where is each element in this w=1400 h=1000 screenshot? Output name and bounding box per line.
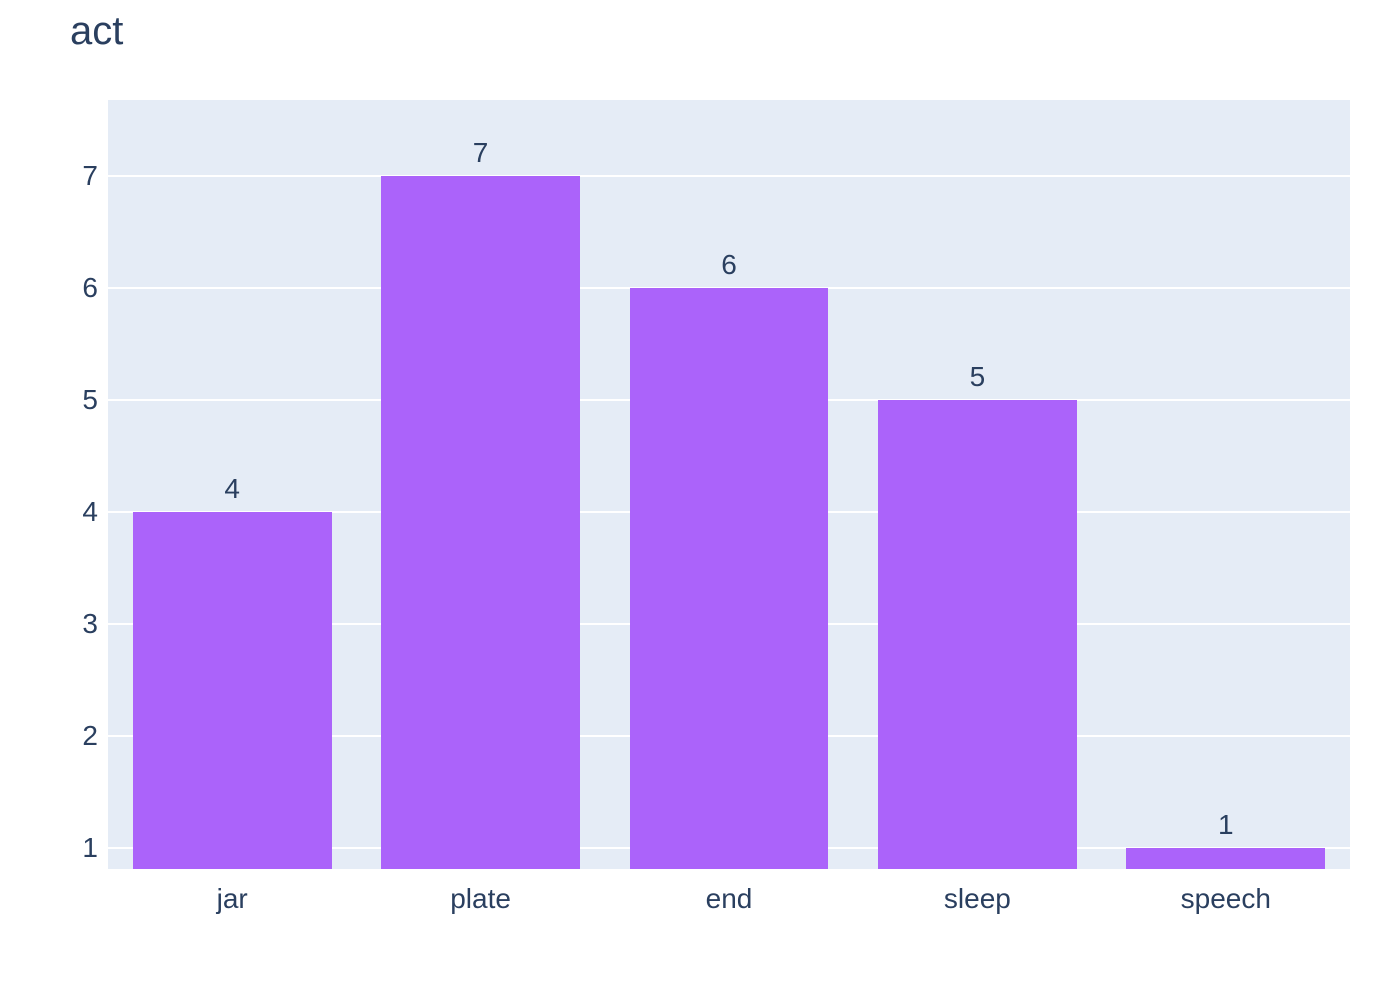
bar-value-label: 7 [472, 137, 489, 169]
bar-value-label: 1 [1218, 808, 1234, 840]
x-tick-label-jar: jar [216, 883, 248, 914]
y-tick-label: 7 [82, 160, 98, 192]
bar-jar [132, 511, 332, 869]
y-tick-label: 1 [82, 831, 98, 863]
y-tick-label: 2 [82, 719, 98, 751]
x-tick-label-sleep: sleep [943, 883, 1011, 914]
x-axis: jar plate end sleep speech [108, 882, 1350, 922]
bar-value-label: 6 [721, 249, 737, 281]
y-tick-label: 6 [82, 272, 98, 304]
x-tick-label-speech: speech [1180, 883, 1271, 914]
bar-end [629, 288, 829, 869]
bar-value-label: 4 [224, 472, 240, 504]
x-tick-label-plate: plate [450, 883, 511, 914]
bar-sleep [878, 400, 1077, 869]
y-tick-label: 4 [82, 495, 98, 527]
y-tick-label: 5 [82, 383, 98, 415]
gridline [108, 175, 1350, 178]
y-axis: 1 2 3 4 5 6 7 [0, 100, 98, 869]
gridline [108, 287, 1350, 290]
plot-area: 4 7 6 5 1 [108, 100, 1350, 869]
bar-speech [1126, 847, 1326, 869]
y-tick-label: 3 [82, 607, 98, 639]
bar-value-label: 5 [969, 360, 986, 392]
chart-title: act [70, 9, 124, 53]
bar-plate [381, 176, 580, 869]
x-tick-label-end: end [705, 883, 753, 914]
